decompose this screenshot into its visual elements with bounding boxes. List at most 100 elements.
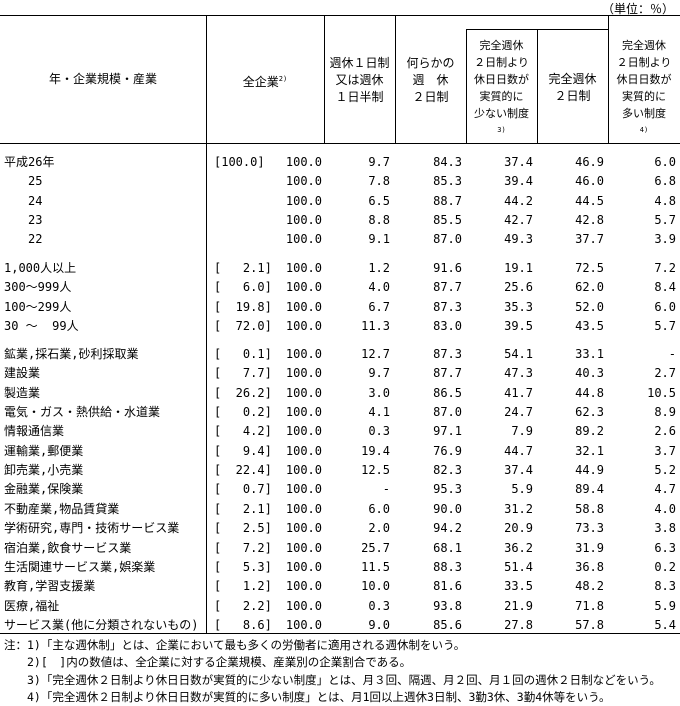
table-row: 生活関連サービス業,娯楽業 [ 5.3] 100.0 11.5 88.3 51.4 36.8… (0, 558, 680, 576)
value-cell: 4.0 (654, 501, 676, 516)
value-cell: 87.7 (433, 366, 462, 381)
share-cell: [ 72.0] (214, 319, 272, 334)
value-cell: 33.1 (575, 347, 604, 361)
table-row: 製造業 [ 26.2] 100.0 3.0 86.5 41.7 44.8 10.5 (0, 384, 680, 402)
table-row: 学術研究,専門・技術サービス業 [ 2.5] 100.0 2.0 94.2 20.9 73.… (0, 519, 680, 537)
value-cell: 10.0 (361, 579, 390, 594)
value-cell: 39.4 (504, 174, 533, 189)
table-row: 卸売業,小売業 [ 22.4] 100.0 12.5 82.3 37.4 44.9 5.2 (0, 461, 680, 479)
value-cell: 9.7 (368, 366, 390, 381)
value-cell: 100.0 (285, 443, 322, 458)
row-label: 100～299人 (4, 299, 72, 314)
header-all-companies: 全企業2) (206, 71, 324, 91)
value-cell: 6.5 (368, 193, 390, 208)
value-cell: 100.0 (285, 424, 322, 439)
row-label: 生活関連サービス業,娯楽業 (4, 559, 156, 574)
value-cell: 100.0 (285, 319, 322, 334)
value-cell: 9.7 (368, 155, 390, 169)
value-cell: 36.8 (575, 559, 604, 574)
value-cell: 3.0 (368, 385, 390, 400)
table-row: 23 100.0 8.8 85.5 42.7 42.8 5.7 (0, 211, 680, 229)
value-cell: 100.0 (285, 155, 322, 169)
row-label: 運輸業,郵便業 (4, 443, 84, 458)
value-cell: 85.6 (433, 617, 462, 632)
value-cell: 12.7 (361, 347, 390, 361)
row-label: 300～999人 (4, 280, 72, 295)
value-cell: 0.3 (368, 598, 390, 613)
value-cell: 85.3 (433, 174, 462, 189)
value-cell: 33.5 (504, 579, 533, 594)
header-some-two-day: 何らかの 週 休 ２日制 (406, 56, 455, 104)
footnote: 注：1)「主な週休制」とは、企業において最も多くの労働者に適用される週休制をいう… (4, 638, 466, 652)
value-cell: 1.2 (368, 261, 390, 275)
column-divider (608, 15, 609, 143)
column-divider (537, 29, 538, 143)
value-cell: 87.0 (433, 232, 462, 247)
value-cell: 48.2 (575, 579, 604, 594)
value-cell: 3.7 (654, 443, 676, 458)
value-cell: 9.0 (368, 617, 390, 632)
footnote: 3)「完全週休２日制より休日日数が実質的に少ない制度」とは、月３回、隔週、月２回… (4, 672, 661, 687)
table-row: 電気・ガス・熱供給・水道業 [ 0.2] 100.0 4.1 87.0 24.7 62.3 8… (0, 403, 680, 421)
value-cell: 3.9 (654, 232, 676, 247)
table-row: 不動産業,物品賃貸業 [ 2.1] 100.0 6.0 90.0 31.2 58.8 4.0 (0, 500, 680, 518)
value-cell: 76.9 (433, 443, 462, 458)
row-label: 卸売業,小売業 (4, 463, 84, 478)
value-cell: 91.6 (433, 261, 462, 275)
table-row: 鉱業,採石業,砂利採取業 [ 0.1] 100.0 12.7 87.3 54.1 33.1 - (0, 345, 680, 363)
header-full-two-day: 完全週休 ２日制 (548, 72, 597, 103)
table-row: 金融業,保険業 [ 0.7] 100.0 - 95.3 5.9 89.4 4.7 (0, 480, 680, 498)
value-cell: 57.8 (575, 617, 604, 632)
value-cell: 84.3 (433, 155, 462, 169)
table-row: 24 100.0 6.5 88.7 44.2 44.5 4.8 (0, 192, 680, 210)
value-cell: 40.3 (575, 366, 604, 381)
value-cell: 100.0 (285, 598, 322, 613)
value-cell: 37.4 (504, 155, 533, 169)
value-cell: 44.7 (504, 443, 533, 458)
row-label: 建設業 (4, 366, 41, 381)
value-cell: 100.0 (285, 232, 322, 247)
share-cell: [ 7.7] (214, 366, 272, 381)
value-cell: 5.4 (654, 617, 676, 632)
row-label: 教育,学習支援業 (4, 579, 96, 594)
value-cell: 100.0 (285, 213, 322, 228)
row-label: 25 (4, 174, 43, 189)
table-row: 教育,学習支援業 [ 1.2] 100.0 10.0 81.6 33.5 48.2 8.3 (0, 577, 680, 595)
value-cell: 42.8 (575, 213, 604, 228)
value-cell: 19.4 (361, 443, 390, 458)
header-fewer-than-full: 完全週休 ２日制より 休日日数が 実質的に 少ない制度 3) (466, 37, 537, 142)
value-cell: 44.9 (575, 463, 604, 478)
value-cell: 86.5 (433, 385, 462, 400)
value-cell: 88.7 (433, 193, 462, 208)
value-cell: 7.8 (368, 174, 390, 189)
value-cell: 2.0 (368, 521, 390, 536)
value-cell: 83.0 (433, 319, 462, 334)
value-cell: 35.3 (504, 299, 533, 314)
share-cell: [ 0.7] (214, 482, 272, 497)
value-cell: 100.0 (285, 617, 322, 632)
value-cell: 11.5 (361, 559, 390, 574)
share-cell: [ 0.1] (214, 347, 272, 361)
value-cell: 43.5 (575, 319, 604, 334)
row-label: 鉱業,採石業,砂利採取業 (4, 347, 139, 361)
row-label: 不動産業,物品賃貸業 (4, 501, 120, 516)
value-cell: 100.0 (285, 261, 322, 275)
value-cell: 62.0 (575, 280, 604, 295)
share-cell: [ 19.8] (214, 299, 272, 314)
value-cell: 87.3 (433, 299, 462, 314)
row-label: 23 (4, 213, 43, 228)
value-cell: 4.0 (368, 280, 390, 295)
header-bottom-border (0, 143, 680, 144)
footnote: 4)「完全週休２日制より休日日数が実質的に多い制度」とは、月1回以上週休3日制、… (4, 689, 611, 704)
share-cell: [ 26.2] (214, 385, 272, 400)
value-cell: 68.1 (433, 540, 462, 555)
value-cell: 100.0 (285, 405, 322, 420)
value-cell: 90.0 (433, 501, 462, 516)
header-all-companies-text: 全企業 (242, 75, 279, 89)
value-cell: 7.9 (511, 424, 533, 439)
value-cell: 5.2 (654, 463, 676, 478)
table-row: 300～999人 [ 6.0] 100.0 4.0 87.7 25.6 62.0 8.4 (0, 278, 680, 296)
share-cell: [ 2.5] (214, 521, 272, 536)
column-divider (324, 15, 325, 143)
value-cell: 12.5 (361, 463, 390, 478)
